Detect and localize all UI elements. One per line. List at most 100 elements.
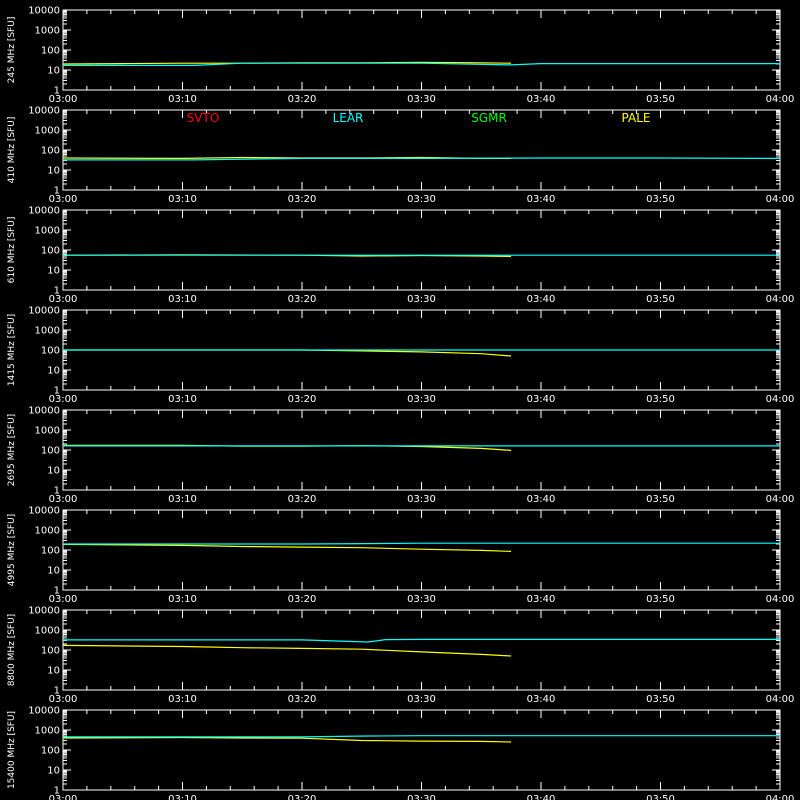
panel-4: 1 10 100 1000 10000 03:00 03:10 03:20 03:30 03:40… (7, 406, 794, 506)
x-tick-label: 03:10 (168, 494, 197, 505)
y-axis-label: 4995 MHz [SFU] (7, 514, 17, 586)
x-tick-label: 03:10 (168, 694, 197, 705)
x-tick-label: 03:10 (168, 794, 197, 800)
legend-item-sgmr: SGMR (471, 111, 507, 125)
x-tick-label: 03:50 (646, 594, 675, 605)
y-tick-label: 1000 (35, 726, 60, 737)
x-tick-label: 03:40 (527, 794, 556, 800)
series-line-pale (62, 736, 512, 743)
x-tick-label: 03:50 (646, 794, 675, 800)
y-tick-label: 10 (47, 666, 60, 677)
y-tick-label: 100 (41, 246, 60, 257)
y-tick-label: 100 (41, 346, 60, 357)
x-tick-label: 04:00 (766, 394, 795, 405)
panel-frame (62, 9, 781, 91)
x-tick-label: 04:00 (766, 294, 795, 305)
panel-frame (62, 409, 781, 491)
x-tick-label: 03:50 (646, 294, 675, 305)
x-tick-label: 03:00 (49, 194, 78, 205)
x-tick-label: 03:40 (527, 494, 556, 505)
x-tick-label: 03:50 (646, 194, 675, 205)
panel-frame (62, 509, 781, 591)
y-tick-label: 10 (47, 266, 60, 277)
y-tick-label: 10 (47, 766, 60, 777)
x-tick-label: 03:30 (407, 94, 436, 105)
x-tick-label: 03:30 (407, 594, 436, 605)
series-line-lear (63, 638, 780, 643)
y-tick-label: 1 (54, 586, 60, 597)
y-axis-label: 1415 MHz [SFU] (7, 314, 17, 386)
x-tick-label: 03:50 (646, 94, 675, 105)
y-tick-label: 1000 (35, 226, 60, 237)
x-tick-label: 03:10 (168, 194, 197, 205)
y-tick-label: 1000 (35, 326, 60, 337)
y-tick-label: 10000 (28, 606, 60, 617)
x-tick-label: 03:00 (49, 594, 78, 605)
y-tick-label: 100 (41, 646, 60, 657)
y-tick-label: 1000 (35, 626, 60, 637)
y-tick-label: 10 (47, 166, 60, 177)
x-tick-label: 03:40 (527, 594, 556, 605)
panel-2: 1 10 100 1000 10000 03:00 03:10 03:20 03:30 03:40… (7, 206, 794, 306)
x-tick-label: 04:00 (766, 794, 795, 800)
y-axis-label: 15400 MHz [SFU] (7, 711, 17, 789)
x-tick-label: 03:10 (168, 294, 197, 305)
y-axis-label: 8800 MHz [SFU] (7, 614, 17, 686)
panel-0: 1 10 100 1000 10000 03:00 03:10 03:20 03:30 03:40… (7, 6, 794, 106)
panel-frame (62, 209, 781, 291)
x-tick-label: 03:00 (49, 294, 78, 305)
x-tick-label: 03:00 (49, 694, 78, 705)
x-tick-label: 03:40 (527, 394, 556, 405)
panel-frame (62, 109, 781, 191)
x-tick-label: 03:00 (49, 494, 78, 505)
x-tick-label: 04:00 (766, 494, 795, 505)
x-tick-label: 03:40 (527, 194, 556, 205)
x-tick-label: 04:00 (766, 94, 795, 105)
y-tick-label: 10000 (28, 506, 60, 517)
panel-5: 1 10 100 1000 10000 03:00 03:10 03:20 03:30 03:40… (7, 506, 794, 606)
y-tick-label: 1 (54, 486, 60, 497)
y-tick-label: 10 (47, 66, 60, 77)
x-tick-label: 03:50 (646, 494, 675, 505)
x-tick-label: 03:20 (288, 94, 317, 105)
y-tick-label: 100 (41, 546, 60, 557)
y-tick-label: 1 (54, 186, 60, 197)
x-tick-label: 03:30 (407, 294, 436, 305)
y-tick-label: 10000 (28, 406, 60, 417)
panel-1: 1 10 100 1000 10000 03:00 03:10 03:20 03:30 03:40… (7, 106, 794, 206)
x-tick-label: 04:00 (766, 194, 795, 205)
x-tick-label: 03:40 (527, 694, 556, 705)
y-tick-label: 1 (54, 286, 60, 297)
panel-6: 1 10 100 1000 10000 03:00 03:10 03:20 03:30 03:40… (7, 606, 794, 706)
series-line-lear (63, 542, 780, 545)
y-tick-label: 1 (54, 386, 60, 397)
legend-item-svto: SVTO (187, 111, 220, 125)
y-tick-label: 10000 (28, 306, 60, 317)
y-tick-label: 10 (47, 566, 60, 577)
x-tick-label: 03:20 (288, 494, 317, 505)
y-tick-label: 1 (54, 686, 60, 697)
series-line-pale (63, 349, 512, 357)
series-line-lear (63, 62, 780, 67)
x-tick-label: 03:30 (407, 794, 436, 800)
series-line-pale (62, 644, 512, 657)
y-tick-label: 10 (47, 366, 60, 377)
y-tick-label: 100 (41, 46, 60, 57)
y-tick-label: 1 (54, 786, 60, 797)
y-axis-label: 410 MHz [SFU] (7, 117, 17, 184)
x-tick-label: 03:40 (527, 94, 556, 105)
y-tick-label: 100 (41, 146, 60, 157)
y-tick-label: 1000 (35, 26, 60, 37)
y-tick-label: 100 (41, 446, 60, 457)
y-tick-label: 1000 (35, 126, 60, 137)
y-tick-label: 10000 (28, 206, 60, 217)
x-tick-label: 03:20 (288, 794, 317, 800)
series-line-lear (63, 735, 780, 738)
x-tick-label: 03:40 (527, 294, 556, 305)
legend-item-lear: LEAR (333, 111, 364, 125)
y-axis-label: 610 MHz [SFU] (7, 217, 17, 284)
x-tick-label: 03:00 (49, 94, 78, 105)
x-tick-label: 03:00 (49, 794, 78, 800)
x-tick-label: 03:30 (407, 494, 436, 505)
